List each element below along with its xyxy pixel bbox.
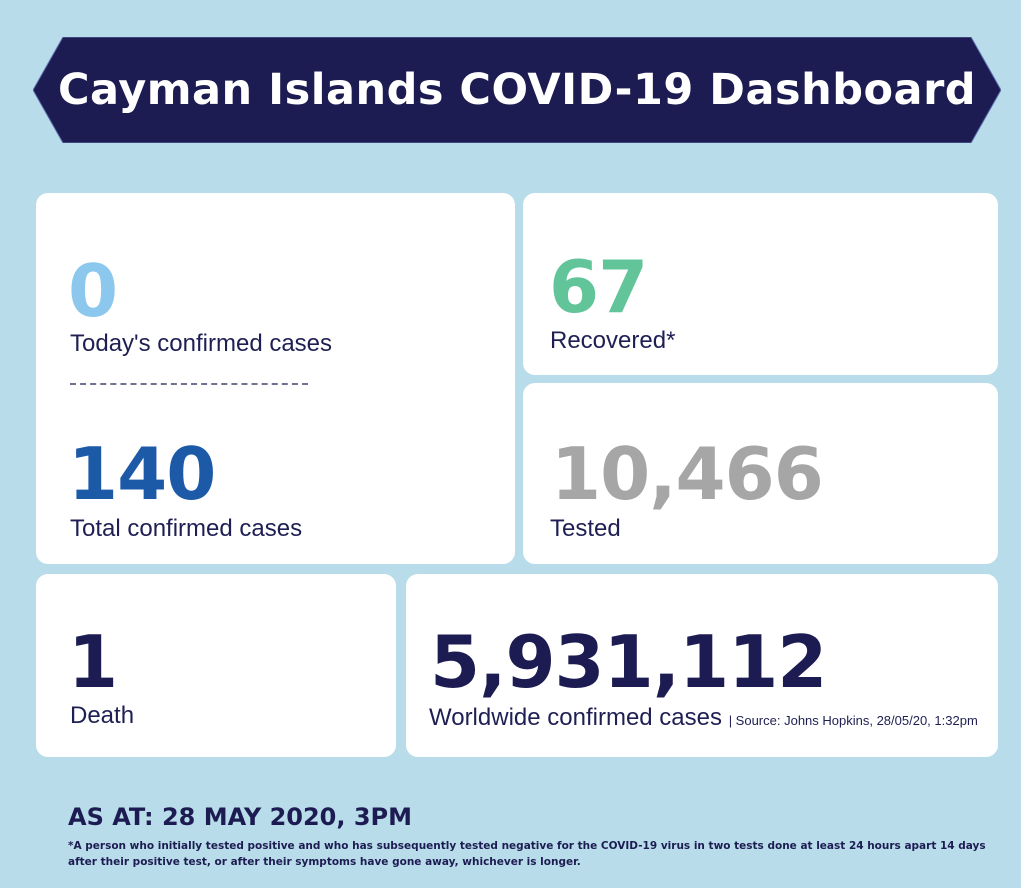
recovered-value: 67 xyxy=(549,245,648,329)
today-cases-value: 0 xyxy=(68,249,118,333)
worldwide-source: | Source: Johns Hopkins, 28/05/20, 1:32p… xyxy=(728,713,978,728)
death-card: 1 Death xyxy=(36,574,396,757)
today-cases-label: Today's confirmed cases xyxy=(70,330,333,357)
worldwide-card: 5,931,112 Worldwide confirmed cases | So… xyxy=(406,574,998,757)
cases-divider xyxy=(70,383,308,385)
confirmed-cases-card: 0 Today's confirmed cases 140 Total conf… xyxy=(36,193,515,564)
tested-label: Tested xyxy=(550,515,621,542)
death-label: Death xyxy=(70,702,135,729)
recovered-footnote: *A person who initially tested positive … xyxy=(68,840,986,868)
as-at-date: AS AT: 28 MAY 2020, 3PM xyxy=(68,803,413,831)
recovered-card: 67 Recovered* xyxy=(523,193,998,375)
worldwide-label-row: Worldwide confirmed cases | Source: John… xyxy=(429,706,978,730)
recovered-label: Recovered* xyxy=(550,327,676,354)
banner-shape xyxy=(33,37,1001,143)
tested-value: 10,466 xyxy=(551,432,824,516)
worldwide-value: 5,931,112 xyxy=(430,620,827,704)
death-value: 1 xyxy=(68,620,118,704)
title-banner: Cayman Islands COVID-19 Dashboard xyxy=(33,37,1001,143)
page-title: Cayman Islands COVID-19 Dashboard xyxy=(57,65,977,115)
worldwide-label: Worldwide confirmed cases xyxy=(429,704,723,731)
total-cases-value: 140 xyxy=(68,432,216,516)
tested-card: 10,466 Tested xyxy=(523,383,998,564)
total-cases-label: Total confirmed cases xyxy=(70,515,303,542)
